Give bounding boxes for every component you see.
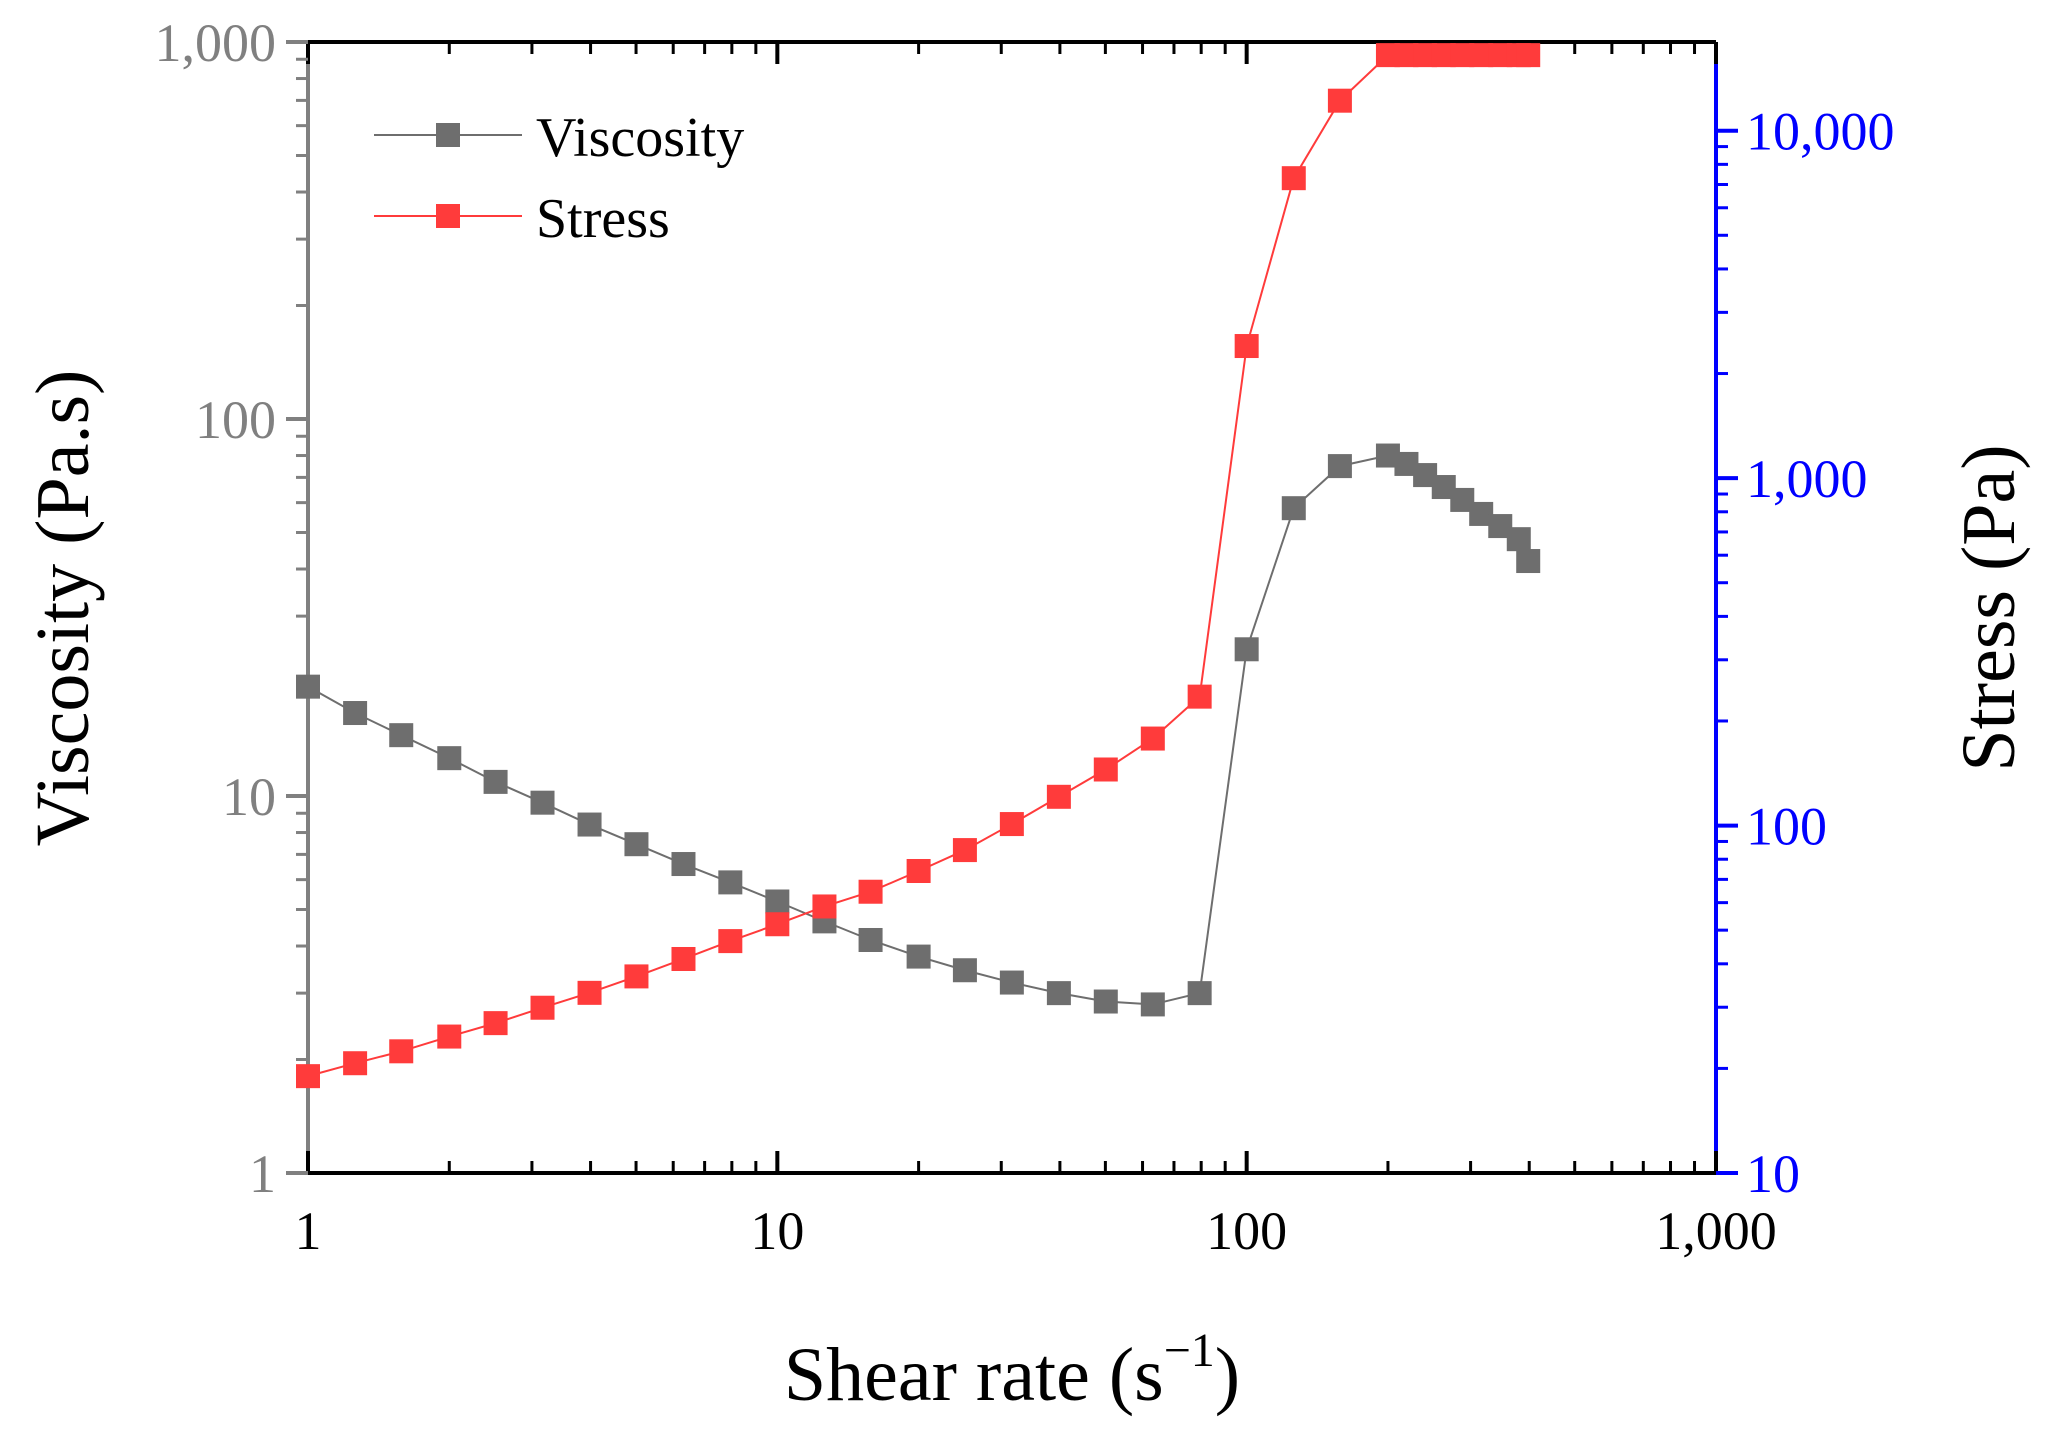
x-axis-title-main: Shear rate (s <box>784 1333 1164 1417</box>
data-point-stress <box>296 1064 320 1089</box>
data-point-stress <box>765 912 790 937</box>
y-left-tick-label: 10 <box>222 767 276 827</box>
data-point-viscosity <box>1187 981 1212 1006</box>
data-point-stress <box>718 929 743 954</box>
data-point-viscosity <box>1506 527 1531 552</box>
legend-label-stress: Stress <box>536 188 670 250</box>
data-point-viscosity <box>1516 549 1541 574</box>
data-point-stress <box>812 894 837 919</box>
data-point-stress <box>1093 757 1118 782</box>
y-right-axis-title: Stress (Pa) <box>1947 444 2031 771</box>
x-axis-title: Shear rate (s−1) <box>784 1324 1240 1417</box>
data-point-viscosity <box>483 769 508 794</box>
data-point-stress <box>1234 334 1259 359</box>
legend-marker-viscosity <box>436 123 460 147</box>
y-right-tick-label: 10,000 <box>1746 102 1895 162</box>
data-point-viscosity <box>296 674 320 699</box>
data-point-stress <box>483 1011 508 1036</box>
data-point-viscosity <box>577 812 602 837</box>
data-point-stress <box>906 858 931 883</box>
data-point-stress <box>343 1051 368 1076</box>
legend-marker-stress <box>436 204 460 228</box>
data-point-stress <box>858 879 883 904</box>
data-point-viscosity <box>906 944 931 969</box>
y-left-tick-label: 1,000 <box>155 13 277 73</box>
series-line-stress <box>307 54 1529 1078</box>
data-point-viscosity <box>1046 981 1071 1006</box>
series-layer <box>296 43 1541 1089</box>
x-tick-label: 1,000 <box>1655 1201 1777 1261</box>
x-tick-label: 1 <box>295 1201 322 1261</box>
data-point-stress <box>952 838 977 863</box>
data-point-viscosity <box>999 970 1024 995</box>
data-point-viscosity <box>1234 637 1259 662</box>
y-left-tick-label: 1 <box>249 1144 276 1204</box>
y-right-tick-label: 100 <box>1746 797 1827 857</box>
x-tick-label: 10 <box>750 1201 804 1261</box>
data-point-stress <box>1187 684 1212 709</box>
data-point-stress <box>389 1039 414 1064</box>
data-point-stress <box>1046 784 1071 809</box>
data-point-viscosity <box>1327 454 1352 479</box>
data-point-viscosity <box>437 746 462 771</box>
data-point-stress <box>624 964 649 989</box>
data-point-viscosity <box>1281 496 1306 521</box>
data-point-stress <box>1281 166 1306 191</box>
data-point-stress <box>1327 88 1352 113</box>
data-point-stress <box>1516 43 1541 68</box>
legend-item-viscosity: Viscosity <box>374 107 744 169</box>
data-point-viscosity <box>343 701 368 726</box>
axis-ticks <box>286 40 1738 1175</box>
legend-item-stress: Stress <box>374 188 670 250</box>
data-point-stress <box>999 812 1024 837</box>
data-point-viscosity <box>858 927 883 952</box>
data-point-viscosity <box>389 723 414 748</box>
data-point-stress <box>530 995 555 1020</box>
data-point-viscosity <box>718 870 743 895</box>
data-point-stress <box>577 980 602 1005</box>
x-axis-title-superscript: −1 <box>1164 1324 1215 1377</box>
plot-frame <box>306 40 1718 1175</box>
data-point-stress <box>1140 726 1165 751</box>
legend: Viscosity Stress <box>374 107 744 250</box>
x-axis-title-close: ) <box>1215 1333 1240 1417</box>
legend-label-viscosity: Viscosity <box>536 107 744 169</box>
y-right-tick-label: 10 <box>1746 1144 1800 1204</box>
data-point-viscosity <box>1140 992 1165 1017</box>
series-viscosity <box>296 443 1541 1017</box>
data-point-viscosity <box>1093 989 1118 1014</box>
x-tick-label: 100 <box>1206 1201 1287 1261</box>
series-line-viscosity <box>307 454 1530 1006</box>
data-point-viscosity <box>671 852 696 877</box>
y-left-axis-title: Viscosity (Pa.s) <box>21 370 105 847</box>
data-point-viscosity <box>952 958 977 983</box>
data-point-viscosity <box>624 832 649 857</box>
data-point-stress <box>437 1024 462 1049</box>
data-point-viscosity <box>765 889 790 914</box>
data-point-stress <box>671 946 696 971</box>
y-left-tick-label: 100 <box>195 390 276 450</box>
y-right-tick-label: 1,000 <box>1746 449 1868 509</box>
series-stress <box>296 43 1541 1089</box>
data-point-viscosity <box>530 790 555 815</box>
